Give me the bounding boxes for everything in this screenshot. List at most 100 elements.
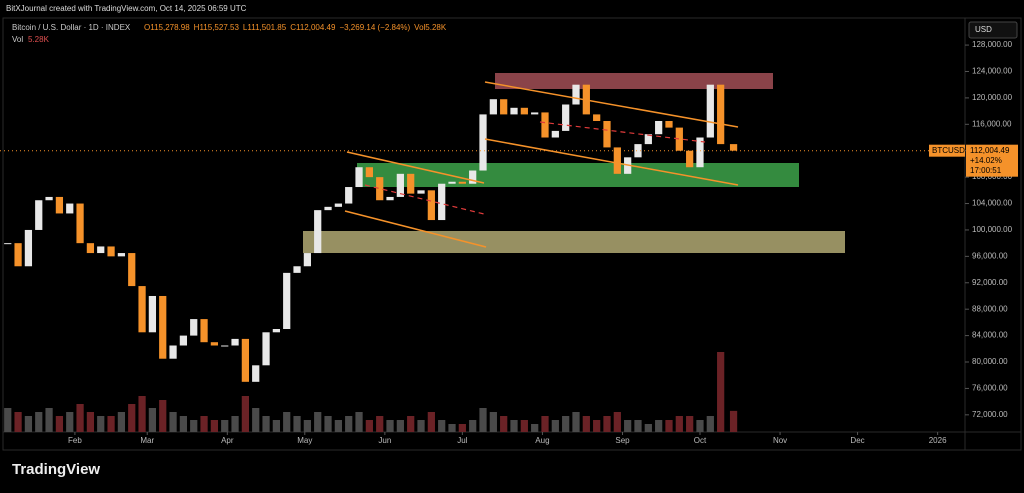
candle-body	[138, 286, 146, 333]
candle-body	[520, 107, 528, 115]
candle-body	[169, 345, 177, 359]
volume-bar	[24, 416, 33, 432]
volume-bar	[365, 420, 373, 432]
volume-bar	[148, 408, 157, 432]
candle-body	[252, 365, 260, 382]
candle-body	[241, 338, 249, 382]
candle-body	[200, 319, 208, 343]
y-tick-label: 76,000.00	[972, 384, 1008, 393]
y-tick-label: 116,000.00	[972, 119, 1012, 128]
demand-zone	[303, 231, 845, 253]
volume-bar	[4, 408, 12, 432]
x-tick-label: May	[297, 436, 312, 445]
volume-bar	[376, 416, 384, 432]
candle-body	[686, 150, 694, 168]
price-tag	[966, 144, 1018, 177]
candle-body	[655, 121, 663, 135]
y-tick-label: 100,000.00	[972, 225, 1013, 234]
ohlc-label: −3,269.14 (−2.84%)	[339, 23, 410, 32]
candle-body	[510, 107, 518, 115]
candle-body	[35, 200, 43, 230]
volume-bar	[500, 416, 508, 432]
volume-bar	[696, 420, 704, 432]
change-label: +14.02%	[970, 156, 1002, 165]
candle-body	[407, 173, 415, 194]
candle-body	[190, 319, 198, 336]
trendline	[484, 138, 739, 186]
y-tick-label: 128,000.00	[972, 40, 1013, 49]
candle-body	[24, 229, 33, 267]
x-tick-label: Dec	[850, 436, 864, 445]
countdown-label: 17:00:51	[970, 166, 1002, 175]
x-tick-label: Aug	[535, 436, 549, 445]
candle-body	[551, 130, 559, 138]
volume-bar	[128, 404, 136, 432]
volume-bar	[427, 412, 435, 432]
candle-body	[613, 147, 621, 174]
volume-bar	[665, 420, 673, 432]
candle-body	[365, 167, 373, 178]
volume-bar	[66, 412, 74, 432]
volume-bar	[86, 412, 95, 432]
candle-body	[66, 203, 74, 214]
x-tick-label: Oct	[694, 436, 707, 445]
candle-body	[572, 84, 580, 105]
candle-body	[541, 112, 549, 138]
volume-bar	[231, 416, 239, 432]
last-price-label: 112,004.49	[970, 146, 1010, 155]
candle-body	[148, 295, 157, 333]
volume-bar	[221, 420, 229, 432]
volume-bar	[179, 416, 188, 432]
volume-bar	[644, 424, 652, 432]
currency-label: USD	[975, 25, 992, 34]
candle-body	[438, 183, 446, 221]
volume-bar	[675, 416, 683, 432]
candle-body	[729, 144, 738, 151]
candle-body	[55, 196, 64, 214]
volume-bar	[314, 412, 322, 432]
volume-bar	[603, 416, 611, 432]
candle-body	[314, 210, 322, 254]
ohlc-label: L111,501.85	[243, 23, 287, 32]
candle-body	[4, 243, 12, 245]
volume-bar	[262, 416, 270, 432]
y-tick-label: 80,000.00	[972, 357, 1008, 366]
candle-body	[334, 203, 342, 207]
candle-body	[159, 295, 167, 359]
volume-bar	[593, 420, 601, 432]
y-tick-label: 120,000.00	[972, 93, 1013, 102]
trendline	[346, 151, 485, 184]
volume-bar	[355, 412, 363, 432]
volume-bar	[551, 420, 559, 432]
volume-bar	[624, 420, 632, 432]
candle-body	[355, 167, 363, 188]
candle-body	[293, 266, 301, 273]
candle-body	[500, 99, 508, 115]
trendline	[344, 210, 487, 248]
candle-body	[417, 190, 425, 194]
candle-body	[386, 196, 394, 201]
volume-bar	[345, 416, 353, 432]
candle-body	[272, 328, 280, 333]
candle-body	[128, 253, 136, 287]
volume-bar	[117, 412, 126, 432]
volume-bar	[159, 400, 167, 432]
volume-title: Vol	[12, 35, 23, 44]
y-tick-label: 84,000.00	[972, 331, 1008, 340]
y-tick-label: 92,000.00	[972, 278, 1008, 287]
volume-bar	[293, 416, 301, 432]
volume-bar	[252, 408, 260, 432]
y-tick-label: 124,000.00	[972, 67, 1013, 76]
candle-body	[324, 206, 332, 211]
candle-body	[107, 246, 115, 257]
y-tick-label: 88,000.00	[972, 304, 1008, 313]
volume-bar	[686, 416, 694, 432]
trendline	[484, 81, 739, 128]
candle-body	[76, 203, 84, 244]
volume-bar	[479, 408, 487, 432]
x-tick-label: Feb	[68, 436, 82, 445]
candle-body	[458, 181, 466, 184]
candle-body	[593, 114, 601, 122]
volume-bar	[107, 416, 115, 432]
